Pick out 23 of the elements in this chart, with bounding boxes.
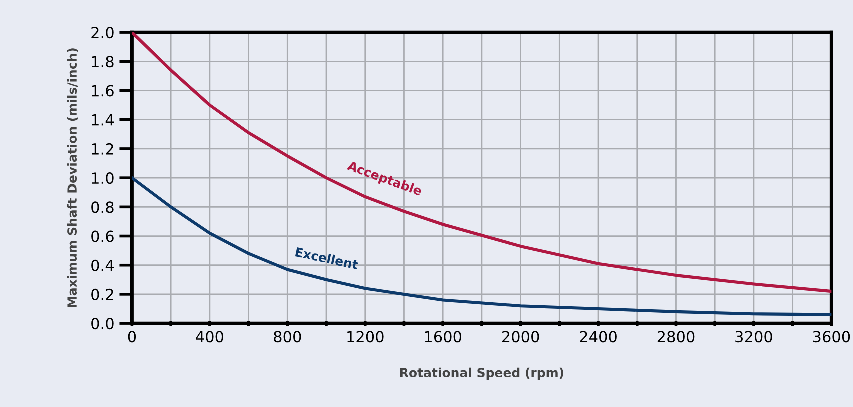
x-tick-label: 400 — [196, 331, 224, 343]
y-tick-label: 0.2 — [92, 288, 114, 300]
x-tick-label: 2800 — [658, 331, 695, 343]
x-tick-label: 1600 — [425, 331, 462, 343]
x-axis-title: Rotational Speed (rpm) — [400, 368, 564, 380]
y-axis-title: Maximum Shaft Deviation (mils/inch) — [67, 48, 78, 308]
x-tick-label: 2000 — [502, 331, 540, 343]
x-tick-label: 3200 — [736, 331, 772, 343]
y-tick-label: 0.8 — [92, 202, 114, 214]
y-tick-label: 0.4 — [92, 260, 114, 272]
y-tick-label: 0.0 — [92, 318, 114, 330]
y-tick-label: 1.0 — [92, 172, 114, 184]
y-tick-label: 2.0 — [92, 27, 114, 39]
x-tick-label: 0 — [128, 331, 136, 343]
y-tick-label: 1.2 — [92, 143, 114, 155]
x-tick-label: 800 — [274, 331, 302, 343]
y-tick-label: 1.8 — [92, 56, 114, 68]
x-tick-label: 1200 — [348, 331, 384, 343]
y-tick-label: 0.6 — [92, 230, 114, 242]
x-tick-label: 2400 — [580, 331, 617, 343]
y-tick-label: 1.4 — [92, 114, 114, 126]
x-tick-label: 3600 — [813, 331, 850, 343]
y-tick-label: 1.6 — [92, 85, 114, 97]
